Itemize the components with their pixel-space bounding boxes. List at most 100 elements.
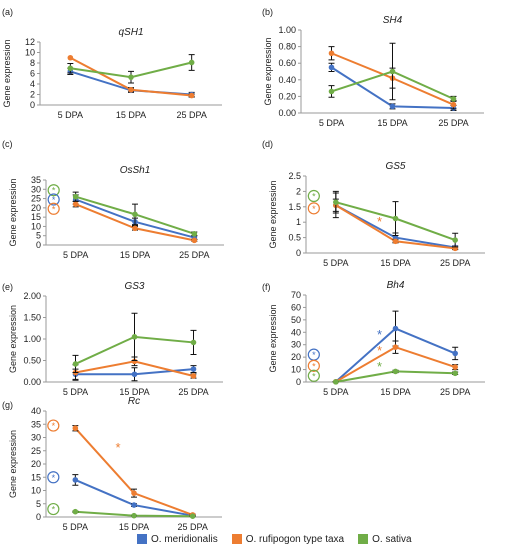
data-point-o-rufipogon-type-taxa [190,373,197,379]
y-tick-label: 0 [36,512,41,522]
data-point-o-meridionalis [131,502,137,508]
significance-star: * [377,359,382,374]
x-tick-label: 5 DPA [319,118,344,128]
panel-label: (d) [262,139,273,149]
significance-star: * [52,195,56,205]
chart-title: OsSh1 [120,165,151,176]
chart-title: SH4 [383,15,403,26]
x-tick-label: 15 DPA [119,522,149,532]
legend-swatch-rufipogon [231,534,242,544]
y-axis-label: Gene expression [268,304,278,372]
data-point-o-rufipogon-type-taxa [188,92,195,99]
x-tick-label: 15 DPA [119,387,149,397]
significance-marker [47,471,60,484]
y-tick-label: 5 [36,231,41,241]
x-tick-label: 5 DPA [63,387,88,397]
x-tick-label: 25 DPA [176,110,206,120]
data-point-o-sativa [188,59,195,66]
data-point-o-sativa [67,65,74,72]
data-point-o-rufipogon-type-taxa [131,358,138,365]
data-point-o-sativa [72,508,79,515]
legend-item-meridionalis: O. meridionalis [137,534,218,545]
data-point-o-meridionalis [392,325,399,332]
y-tick-label: 0.50 [23,356,41,366]
data-point-o-rufipogon-type-taxa [452,364,458,370]
y-axis-label: Gene expression [263,37,273,105]
y-axis-label: Gene expression [8,430,18,498]
data-point-o-sativa [452,237,458,243]
chart-title: qSH1 [118,27,143,38]
y-tick-label: 10 [31,486,41,496]
y-tick-label: 35 [31,175,41,185]
significance-marker [47,419,60,432]
data-point-o-sativa [392,368,399,375]
chart-panel-g: (g) Rc Gene expression 0 5 10 15 20 25 30 35 40 5 DP… [2,396,222,532]
y-tick-label: 4 [30,79,35,89]
y-tick-label: 20 [31,203,41,213]
y-tick-label: 1.00 [23,334,41,344]
x-tick-label: 15 DPA [380,387,410,397]
x-tick-label: 25 DPA [178,387,208,397]
y-tick-label: 0.00 [278,108,296,118]
y-tick-label: 50 [291,315,301,325]
data-point-o-sativa [128,74,134,80]
data-point-o-rufipogon-type-taxa [72,201,79,207]
x-tick-label: 5 DPA [58,110,83,120]
significance-star: * [312,192,316,202]
y-tick-label: 1 [296,217,301,227]
data-point-o-rufipogon-type-taxa [328,50,335,57]
significance-star: * [52,421,56,431]
data-point-o-sativa [72,193,79,200]
y-tick-label: 25 [31,446,41,456]
chart-title: Bh4 [387,280,405,291]
data-point-o-sativa [333,199,339,205]
y-tick-label: 10 [291,365,301,375]
panel-label: (f) [262,282,271,292]
y-axis-label: Gene expression [268,180,278,248]
y-tick-label: 2 [296,186,301,196]
data-point-o-rufipogon-type-taxa [128,86,134,93]
y-tick-label: 30 [31,433,41,443]
y-tick-label: 60 [291,302,301,312]
y-tick-label: 70 [291,290,301,300]
panel-label: (b) [262,7,273,17]
x-tick-label: 25 DPA [438,118,468,128]
y-tick-label: 30 [291,340,301,350]
legend-label-meridionalis: O. meridionalis [151,533,218,545]
panel-label: (a) [2,7,13,17]
legend-swatch-meridionalis [137,534,147,544]
y-tick-label: 5 [36,499,41,509]
y-axis-label: Gene expression [8,178,18,246]
legend-item-rufipogon: O. rufipogon type taxa [231,534,344,545]
significance-star: * [312,204,316,214]
x-tick-label: 15 DPA [116,110,146,120]
chart-panel-b: (b) SH4 Gene expression 0.00 0.20 0.40 0.60 0.8… [262,7,484,128]
legend: O. meridionalis O. rufipogon type taxa O… [137,531,412,547]
significance-marker [307,369,320,382]
panel-label: (g) [2,400,13,410]
y-tick-label: 15 [31,212,41,222]
y-tick-label: 6 [30,69,35,79]
data-point-o-sativa [131,512,137,519]
y-tick-label: 25 [31,194,41,204]
panel-label: (e) [2,282,13,292]
significance-star: * [312,350,316,360]
x-tick-label: 15 DPA [120,250,150,260]
data-point-o-rufipogon-type-taxa [132,225,138,232]
data-point-o-rufipogon-type-taxa [450,101,457,108]
data-point-o-rufipogon-type-taxa [191,237,198,244]
chart-panel-e: (e) GS3 Gene expression 0.00 0.50 1.00 1.50 2.0… [2,281,223,397]
significance-star: * [377,327,382,342]
y-tick-label: 40 [31,406,41,416]
data-point-o-sativa [131,334,138,340]
legend-label-sativa: O. sativa [372,533,412,545]
y-tick-label: 1.5 [288,202,301,212]
significance-marker [307,202,320,215]
y-tick-label: 2.00 [23,291,41,301]
x-tick-label: 25 DPA [179,250,209,260]
data-point-o-sativa [452,370,458,377]
chart-panel-d: (d) GS5 Gene expression 0 0.5 1 1.5 2 2.5 5 DPA 15… [262,139,485,268]
y-tick-label: 0.00 [23,377,41,387]
x-tick-label: 25 DPA [440,258,470,268]
y-tick-label: 1.50 [23,313,41,323]
